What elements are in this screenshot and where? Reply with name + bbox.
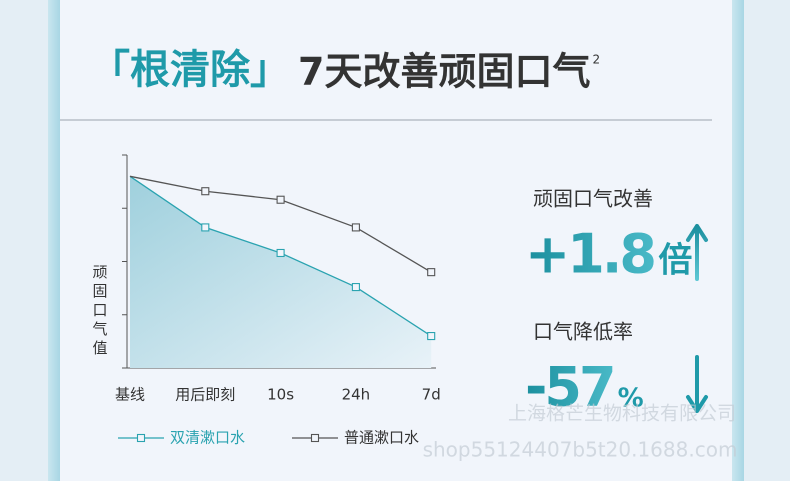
legend-marker [310, 433, 320, 443]
title-footnote: 2 [592, 53, 600, 67]
stat-label: 顽固口气改善 [533, 187, 653, 211]
stat-value: -57 [525, 356, 614, 419]
arrow-down [686, 355, 708, 413]
x-tick-label: 24h [342, 386, 371, 404]
title-highlight: 「根清除」 [90, 47, 290, 93]
x-tick-label: 7d [422, 386, 441, 404]
title-main: 7天改善顽固口气 [298, 50, 590, 94]
watermark: 上海格芒生物科技有限公司 [508, 403, 736, 425]
frame-left [48, 0, 60, 481]
x-tick-label: 用后即刻 [175, 386, 235, 404]
area [130, 176, 432, 368]
legend-marker [136, 433, 146, 443]
y-axis-label: 顽固口气值 [92, 263, 107, 357]
watermark: shop55124407b5t20.1688.com [423, 438, 738, 462]
x-tick-label: 10s [267, 386, 294, 404]
point-marker [351, 223, 360, 232]
point-marker [276, 248, 285, 258]
legend-label: 双清漱口水 [170, 429, 245, 447]
point-marker [201, 187, 210, 196]
frame-right [732, 0, 744, 481]
point-marker [427, 331, 436, 341]
point-marker [351, 283, 360, 292]
arrow-up [686, 224, 708, 281]
stat-value: +1.8 [525, 223, 654, 286]
x-tick-label: 基线 [115, 386, 145, 404]
stat-unit: 倍 [658, 241, 692, 281]
stat-label: 口气降低率 [533, 320, 633, 344]
stat-unit: % [618, 384, 644, 414]
legend-label: 普通漱口水 [344, 429, 419, 447]
point-marker [201, 223, 210, 232]
point-marker [427, 268, 436, 277]
point-marker [276, 195, 285, 204]
